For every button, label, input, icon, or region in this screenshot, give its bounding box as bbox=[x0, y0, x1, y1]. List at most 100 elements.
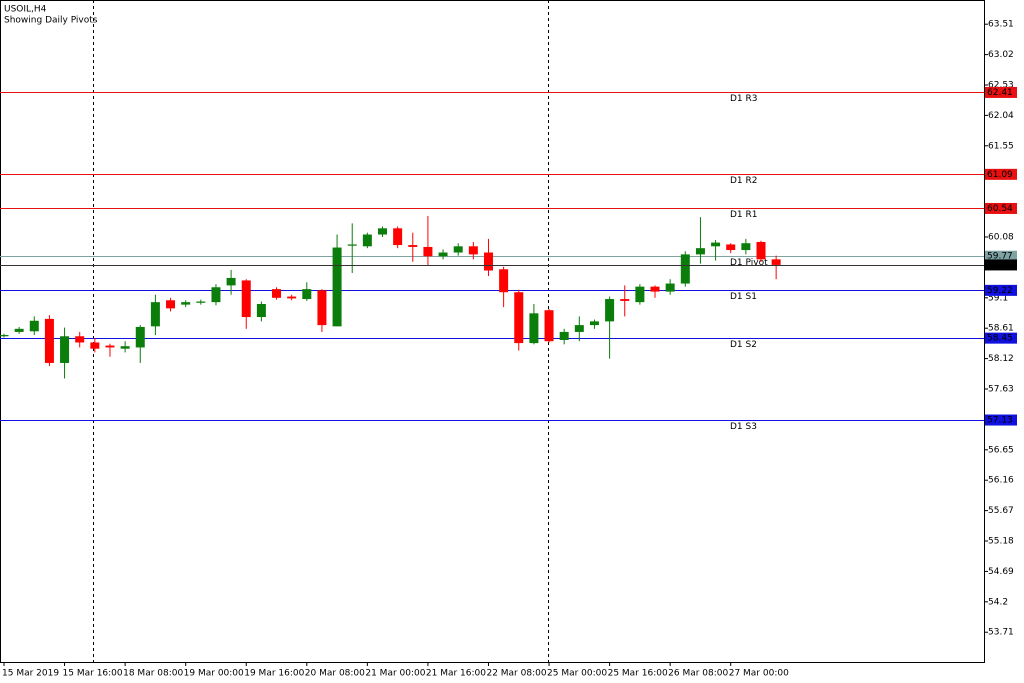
x-tick-label: 15 Mar 2019 bbox=[2, 669, 59, 679]
y-tick-label: 53.71 bbox=[988, 628, 1014, 638]
price-label-box bbox=[985, 284, 1017, 296]
candle-body bbox=[135, 326, 145, 348]
y-tick-label: 55.18 bbox=[988, 537, 1014, 547]
x-tick-label: 19 Mar 00:00 bbox=[184, 669, 244, 679]
candle-body bbox=[711, 242, 721, 247]
candle-body bbox=[302, 289, 312, 300]
price-label: 60.54 bbox=[987, 204, 1013, 214]
x-tick-label: 22 Mar 08:00 bbox=[486, 669, 546, 679]
candle-body bbox=[680, 254, 690, 284]
candle-body bbox=[393, 228, 403, 246]
candle-body bbox=[468, 246, 478, 255]
current-price-label: 59.63 bbox=[987, 260, 1013, 270]
pivot-name: D1 R1 bbox=[730, 210, 758, 220]
candle-body bbox=[771, 259, 781, 265]
candle-body bbox=[453, 246, 463, 253]
y-tick-label: 56.16 bbox=[988, 476, 1014, 486]
candle-body bbox=[75, 336, 85, 343]
y-tick-label: 59.1 bbox=[988, 293, 1008, 303]
candle-body bbox=[256, 304, 266, 318]
candle-body bbox=[332, 247, 342, 327]
candle-body bbox=[211, 287, 221, 303]
x-tick-label: 20 Mar 08:00 bbox=[305, 669, 365, 679]
candle-body bbox=[150, 302, 160, 327]
candle-body bbox=[695, 248, 705, 255]
x-tick-label: 25 Mar 00:00 bbox=[547, 669, 607, 679]
candle-body bbox=[559, 331, 569, 340]
candle-body bbox=[60, 336, 70, 363]
price-label: 57.13 bbox=[987, 416, 1013, 426]
candle-body bbox=[589, 321, 599, 326]
price-label: 61.09 bbox=[987, 170, 1013, 180]
candle-body bbox=[90, 342, 100, 349]
x-tick-label: 19 Mar 16:00 bbox=[244, 669, 304, 679]
candle-body bbox=[665, 283, 675, 292]
candle-body bbox=[166, 300, 176, 309]
candle-body bbox=[423, 246, 433, 257]
pivot-name: D1 R3 bbox=[730, 94, 758, 104]
candle-body bbox=[635, 286, 645, 303]
pivot-name: D1 Pivot bbox=[730, 258, 768, 268]
y-tick-label: 57.63 bbox=[988, 385, 1014, 395]
x-tick-label: 27 Mar 00:00 bbox=[729, 669, 789, 679]
price-label-box bbox=[985, 168, 1017, 180]
candle-body bbox=[483, 252, 493, 271]
x-tick-label: 26 Mar 08:00 bbox=[668, 669, 728, 679]
candle-body bbox=[317, 290, 327, 326]
candle-body bbox=[529, 313, 539, 344]
candle-body bbox=[287, 296, 297, 299]
candle-body bbox=[347, 244, 357, 246]
candle-body bbox=[741, 243, 751, 251]
candle-body bbox=[181, 302, 191, 305]
y-tick-label: 58.61 bbox=[988, 324, 1014, 334]
candle-body bbox=[726, 244, 736, 251]
price-label-box bbox=[985, 202, 1017, 214]
candle-body bbox=[105, 345, 115, 348]
y-tick-label: 54.2 bbox=[988, 597, 1008, 607]
candle-body bbox=[499, 269, 509, 293]
candle-body bbox=[620, 299, 630, 301]
y-tick-label: 54.69 bbox=[988, 567, 1014, 577]
pivot-name: D1 S3 bbox=[730, 422, 757, 432]
candle-body bbox=[378, 228, 387, 235]
candle-body bbox=[574, 325, 584, 332]
price-label-box bbox=[985, 86, 1017, 98]
pivot-name: D1 S2 bbox=[730, 340, 757, 350]
x-tick-label: 18 Mar 08:00 bbox=[123, 669, 183, 679]
candle-body bbox=[226, 277, 236, 286]
candle-body bbox=[438, 252, 448, 257]
x-tick-label: 21 Mar 16:00 bbox=[426, 669, 486, 679]
candle-body bbox=[650, 286, 660, 292]
candle-body bbox=[362, 234, 372, 247]
price-label-box bbox=[985, 332, 1017, 344]
candle-body bbox=[756, 241, 766, 260]
y-tick-label: 61.55 bbox=[988, 141, 1014, 151]
price-label: 59.22 bbox=[987, 286, 1013, 296]
y-tick-label: 56.65 bbox=[988, 445, 1014, 455]
candle-body bbox=[241, 280, 251, 318]
chart-title: USOIL,H4 bbox=[4, 5, 47, 15]
price-label: 59.77 bbox=[987, 252, 1013, 262]
plot-frame bbox=[0, 0, 985, 663]
price-label: 62.41 bbox=[987, 88, 1013, 98]
pivot-name: D1 R2 bbox=[730, 176, 758, 186]
price-label-box bbox=[985, 250, 1017, 262]
candle-body bbox=[514, 292, 524, 344]
candle-body bbox=[120, 346, 130, 349]
y-tick-label: 63.02 bbox=[988, 50, 1014, 60]
x-tick-label: 15 Mar 16:00 bbox=[63, 669, 123, 679]
candle-body bbox=[196, 301, 206, 303]
candle-body bbox=[14, 328, 24, 332]
x-tick-label: 21 Mar 00:00 bbox=[365, 669, 425, 679]
y-tick-label: 55.67 bbox=[988, 506, 1014, 516]
candle-body bbox=[272, 289, 282, 298]
chart-subtitle: Showing Daily Pivots bbox=[4, 16, 98, 26]
x-tick-label: 25 Mar 16:00 bbox=[608, 669, 668, 679]
candle-body bbox=[29, 320, 39, 332]
y-tick-label: 60.08 bbox=[988, 233, 1014, 243]
candle-body bbox=[544, 310, 554, 342]
price-label: 58.45 bbox=[987, 334, 1013, 344]
candle-body bbox=[408, 245, 418, 247]
y-tick-label: 62.04 bbox=[988, 111, 1014, 121]
